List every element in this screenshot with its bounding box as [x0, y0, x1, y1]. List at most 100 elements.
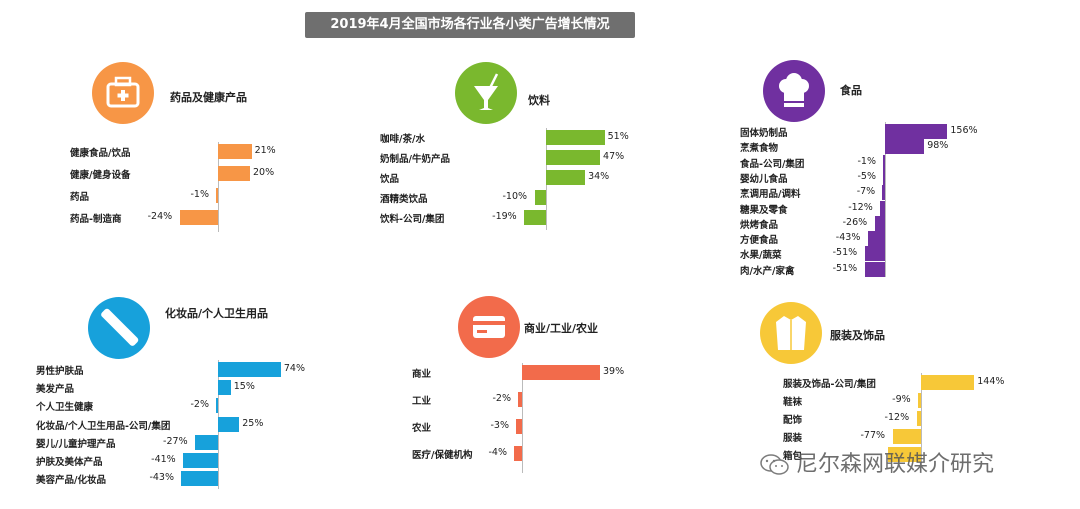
data-bar — [864, 261, 885, 277]
category-label: 烹煮食物 — [740, 143, 779, 155]
value-label: -7% — [856, 186, 876, 198]
category-label: 健康/健身设备 — [70, 170, 131, 181]
data-bar — [516, 419, 522, 434]
category-label: 健康食品/饮品 — [70, 148, 131, 159]
zero-axis — [218, 142, 219, 232]
value-label: 39% — [603, 366, 625, 377]
category-label: 固体奶制品 — [740, 128, 788, 139]
category-label: 奶制品/牛奶产品 — [380, 154, 450, 165]
jacket-icon — [776, 316, 806, 350]
value-label: -41% — [151, 454, 176, 465]
data-bar — [917, 393, 921, 408]
value-label: 15% — [233, 381, 255, 393]
category-label: 男性护肤品 — [36, 366, 84, 377]
value-label: -12% — [884, 412, 910, 423]
category-label: 药品-制造商 — [70, 214, 122, 225]
category-label: 饮料-公司/集团 — [380, 214, 445, 225]
watermark: 尼尔森网联媒介研究 — [760, 446, 994, 478]
chef-hat-icon — [779, 73, 809, 107]
panel-title: 食品 — [840, 84, 862, 97]
category-label: 美容产品/化妆品 — [36, 475, 106, 487]
data-bar — [216, 398, 218, 414]
data-bar — [218, 166, 250, 181]
data-bar — [864, 246, 885, 262]
category-label: 婴儿/儿童护理产品 — [36, 438, 116, 450]
value-label: 156% — [950, 125, 978, 136]
value-label: 21% — [254, 145, 276, 156]
value-label: 144% — [977, 376, 1005, 387]
data-bar — [885, 124, 948, 139]
zero-axis — [522, 363, 523, 473]
value-label: 74% — [283, 363, 306, 374]
panel-title: 商业/工业/农业 — [524, 322, 599, 335]
value-label: -51% — [832, 247, 858, 259]
category-label: 商业 — [412, 369, 432, 380]
value-label: 47% — [603, 151, 625, 162]
value-label: -9% — [892, 394, 911, 405]
category-label: 个人卫生健康 — [36, 402, 94, 414]
jacket-icon-circle — [760, 302, 822, 364]
data-bar — [218, 416, 240, 432]
value-label: -51% — [832, 262, 858, 274]
category-label: 糖果及零食 — [740, 204, 788, 216]
category-label: 医疗/保健机构 — [412, 450, 473, 461]
value-label: -1% — [857, 155, 877, 167]
data-bar — [514, 446, 522, 461]
category-label: 肉/水产/家禽 — [740, 265, 795, 277]
zero-axis — [885, 122, 886, 277]
panel-title: 服装及饰品 — [830, 329, 885, 342]
credit-card-icon-circle — [458, 296, 520, 358]
value-label: 51% — [607, 131, 629, 142]
category-label: 服装及饰品-公司/集团 — [783, 379, 876, 390]
value-label: -43% — [835, 232, 861, 244]
panel-title: 饮料 — [528, 94, 550, 107]
medical-kit-icon — [106, 76, 140, 108]
data-bar — [867, 231, 885, 247]
drink-cup-icon-circle — [455, 62, 517, 124]
data-bar — [518, 392, 522, 407]
data-bar — [181, 471, 218, 487]
wechat-icon — [760, 454, 789, 475]
value-label: -5% — [857, 170, 877, 182]
value-label: -2% — [190, 399, 210, 411]
value-label: -27% — [163, 435, 188, 447]
category-label: 咖啡/茶/水 — [380, 134, 425, 145]
category-label: 服装 — [783, 433, 803, 444]
category-label: 化妆品/个人卫生用品-公司/集团 — [36, 420, 171, 432]
category-label: 水果/蔬菜 — [740, 250, 782, 262]
data-bar — [546, 130, 605, 145]
data-bar — [183, 453, 218, 468]
data-bar — [892, 429, 921, 444]
category-label: 箱包 — [783, 451, 803, 462]
data-bar — [218, 362, 281, 377]
category-label: 配饰 — [783, 415, 803, 426]
data-bar — [218, 144, 252, 159]
data-bar — [916, 411, 921, 426]
value-label: -1% — [190, 189, 210, 200]
zero-axis — [921, 373, 922, 465]
value-label: -12% — [848, 201, 873, 213]
data-bar — [885, 139, 925, 155]
category-label: 护肤及美体产品 — [36, 457, 103, 468]
data-bar — [883, 169, 885, 185]
value-label: -4% — [488, 447, 508, 458]
value-label: 25% — [242, 417, 264, 429]
value-label: -19% — [492, 211, 517, 222]
value-label: -3% — [490, 420, 510, 431]
panel-title: 化妆品/个人卫生用品 — [165, 307, 269, 320]
page-title: 2019年4月全国市场各行业各小类广告增长情况 — [305, 12, 635, 38]
category-label: 方便食品 — [740, 235, 779, 247]
data-bar — [883, 154, 885, 170]
data-bar — [195, 434, 218, 450]
category-label: 酒精类饮品 — [380, 194, 428, 205]
lipstick-icon-circle — [88, 297, 150, 359]
category-label: 饮品 — [380, 174, 400, 185]
data-bar — [880, 200, 885, 216]
category-label: 农业 — [412, 423, 432, 434]
category-label: 工业 — [412, 396, 432, 407]
category-label: 烘烤食品 — [740, 219, 779, 231]
data-bar — [534, 190, 546, 205]
category-label: 美发产品 — [36, 384, 75, 396]
value-label: -43% — [149, 472, 174, 484]
value-label: 20% — [253, 167, 275, 178]
